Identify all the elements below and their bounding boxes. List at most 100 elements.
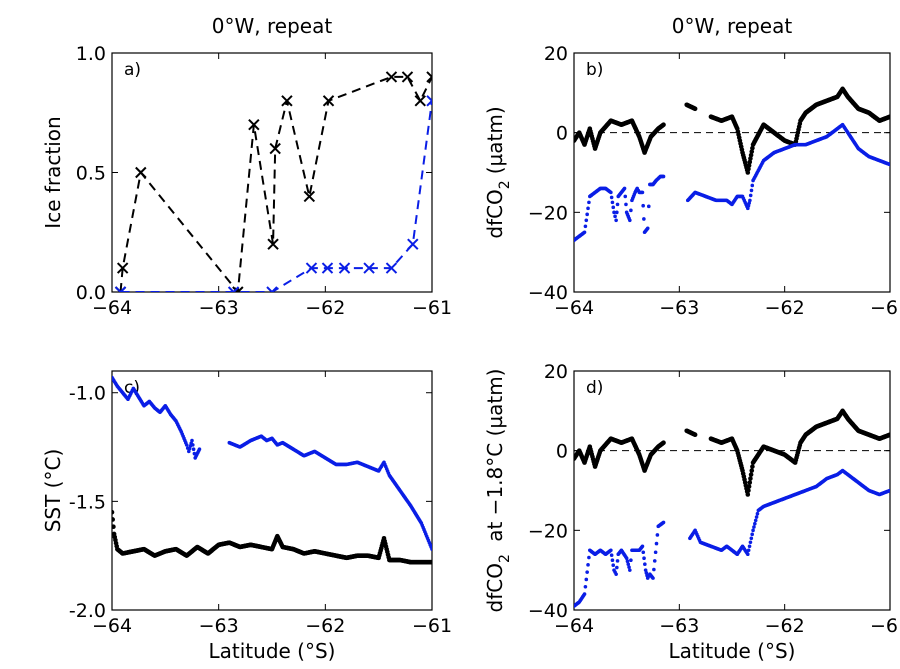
data-point [748, 472, 754, 477]
data-series-2 [112, 509, 432, 565]
x-tick-label: −64 [92, 297, 132, 319]
y-tick-label: -2.0 [69, 600, 106, 622]
data-point [661, 440, 666, 446]
data-point [748, 476, 753, 481]
y-axis-label: dfCO2 at −1.8°C (µatm) [483, 369, 513, 613]
data-series-2 [574, 468, 890, 608]
x-marker [114, 286, 127, 292]
series-line [119, 75, 432, 292]
y-axis-label: SST (°C) [41, 449, 65, 533]
data-point [622, 186, 627, 191]
data-point [745, 492, 751, 497]
x-marker [269, 142, 281, 155]
x-marker [338, 262, 351, 274]
y-tick-label: -1.0 [69, 383, 106, 405]
data-point [609, 190, 613, 195]
data-point [609, 548, 613, 553]
y-tick-label: −40 [528, 282, 568, 304]
x-tick-label: −62 [305, 297, 345, 319]
data-point [614, 572, 618, 576]
data-point [615, 210, 619, 215]
data-point [583, 584, 588, 589]
data-point [746, 552, 750, 557]
x-marker [248, 118, 260, 131]
panel-label: d) [586, 378, 603, 398]
chart-title: 0°W, repeat [212, 14, 333, 38]
chart-panel-2: −64 −63 −62 −61 −40 −20 0 20 0°W, repeat b) dfCO2 (… [483, 14, 900, 319]
data-point [750, 183, 755, 188]
x-marker [281, 95, 293, 107]
data-point [651, 576, 655, 580]
axes-frame [111, 370, 433, 611]
data-series-1 [574, 408, 890, 497]
axes-frame [573, 52, 891, 293]
data-point [753, 521, 757, 526]
data-point [753, 518, 758, 523]
data-point [747, 544, 752, 549]
x-marker [267, 238, 279, 250]
x-marker [385, 71, 398, 83]
x-tick-label: −63 [659, 297, 699, 319]
data-point [746, 166, 751, 172]
data-point [750, 532, 754, 537]
x-tick-label: −64 [92, 615, 132, 637]
data-point [748, 193, 753, 198]
x-tick-label: −64 [554, 615, 594, 637]
x-marker [385, 262, 398, 274]
x-marker [414, 95, 426, 107]
data-point [749, 468, 755, 473]
y-axis-label: Ice fraction [41, 116, 65, 228]
data-point [646, 204, 651, 209]
data-point [628, 218, 632, 223]
series-line [120, 100, 432, 292]
data-point [191, 443, 195, 447]
data-point [624, 202, 628, 207]
data-point [112, 509, 115, 515]
data-point [748, 198, 752, 203]
x-axis-label: Latitude (°S) [669, 639, 796, 663]
data-point [582, 230, 587, 235]
x-marker [116, 262, 129, 274]
data-point [641, 550, 646, 555]
y-tick-label: -1.5 [69, 491, 106, 513]
data-point [609, 195, 614, 200]
data-point [642, 217, 646, 221]
data-series-2 [114, 95, 432, 292]
data-point [615, 565, 619, 570]
y-tick-label: 20 [544, 43, 568, 65]
data-point [628, 568, 632, 572]
y-axis-label: dfCO2 (µatm) [483, 106, 513, 238]
data-point [749, 536, 754, 541]
data-point [748, 540, 753, 545]
data-point [587, 200, 591, 205]
x-tick-label: −63 [199, 615, 239, 637]
y-tick-label: 1.0 [76, 43, 106, 65]
data-point [749, 188, 754, 193]
data-point [610, 558, 615, 563]
y-tick-label: −40 [528, 600, 568, 622]
data-point [645, 226, 650, 231]
data-point [626, 562, 631, 566]
data-point [582, 592, 587, 596]
data-point [611, 563, 616, 567]
chart-panel-3: −64−63−62−61-2.0-1.5-1.0c)Latitude (°S)S… [41, 370, 452, 663]
axes-frame [573, 370, 891, 611]
chart-panel-4: −64 −63 −62 −61 −40 −20 0 20 d) Latitude (°S) dfCO… [483, 361, 900, 663]
data-point [615, 559, 620, 563]
x-marker [322, 95, 335, 107]
y-axis-label-unit: (µatm) [483, 106, 507, 174]
y-axis-label-subscript: 2 [497, 180, 513, 189]
axes-frame [111, 52, 433, 293]
y-tick-label: 20 [544, 361, 568, 383]
data-point [587, 555, 591, 560]
data-point [112, 517, 116, 522]
x-marker [227, 286, 240, 292]
y-axis-label-text: dfCO [483, 189, 507, 238]
data-point [643, 562, 647, 566]
data-point [629, 208, 633, 213]
x-tick-label: −62 [765, 297, 805, 319]
data-point [184, 443, 189, 447]
data-point [745, 170, 751, 175]
data-point [748, 156, 753, 161]
data-point [746, 484, 752, 489]
